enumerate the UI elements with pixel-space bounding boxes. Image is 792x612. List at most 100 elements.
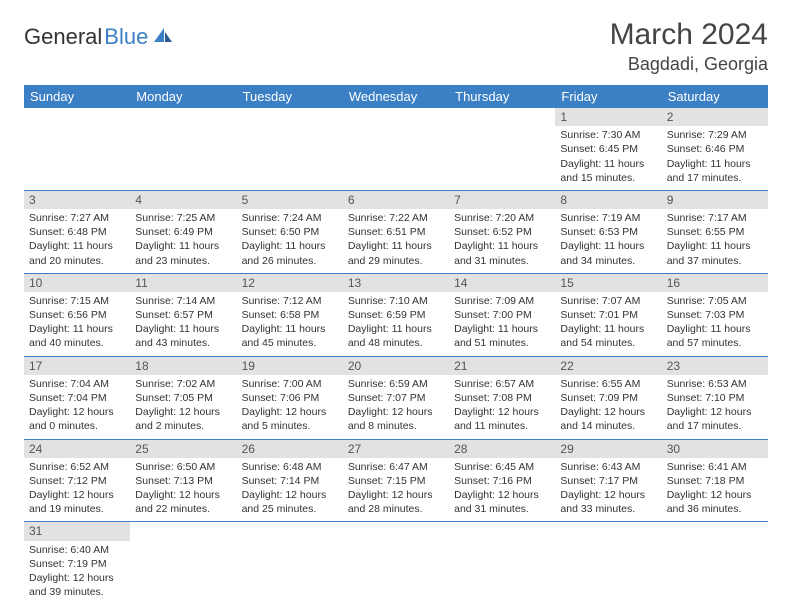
calendar-day: 15Sunrise: 7:07 AMSunset: 7:01 PMDayligh… <box>555 273 661 356</box>
calendar-week: 1Sunrise: 7:30 AMSunset: 6:45 PMDaylight… <box>24 108 768 190</box>
sunrise-line: Sunrise: 6:50 AM <box>135 460 231 474</box>
day-number: 11 <box>130 274 236 292</box>
day-number: 5 <box>237 191 343 209</box>
sunrise-line: Sunrise: 7:30 AM <box>560 128 656 142</box>
calendar-day: 27Sunrise: 6:47 AMSunset: 7:15 PMDayligh… <box>343 439 449 522</box>
sunset-line: Sunset: 6:58 PM <box>242 308 338 322</box>
day-number: 24 <box>24 440 130 458</box>
sunset-line: Sunset: 7:15 PM <box>348 474 444 488</box>
daylight-line: Daylight: 12 hours and 36 minutes. <box>667 488 763 516</box>
daylight-line: Daylight: 12 hours and 14 minutes. <box>560 405 656 433</box>
sunset-line: Sunset: 7:09 PM <box>560 391 656 405</box>
daylight-line: Daylight: 12 hours and 39 minutes. <box>29 571 125 599</box>
calendar-day-empty <box>555 522 661 604</box>
day-number: 2 <box>662 108 768 126</box>
calendar-week: 10Sunrise: 7:15 AMSunset: 6:56 PMDayligh… <box>24 273 768 356</box>
calendar-day: 22 Sunrise: 6:55 AMSunset: 7:09 PMDayligh… <box>555 356 661 439</box>
daylight-line: Daylight: 11 hours and 43 minutes. <box>135 322 231 350</box>
daylight-line: Daylight: 12 hours and 28 minutes. <box>348 488 444 516</box>
calendar-week: 24Sunrise: 6:52 AMSunset: 7:12 PMDayligh… <box>24 439 768 522</box>
sunset-line: Sunset: 6:59 PM <box>348 308 444 322</box>
day-number: 29 <box>555 440 661 458</box>
daylight-line: Daylight: 11 hours and 34 minutes. <box>560 239 656 267</box>
header: GeneralBlue March 2024 Bagdadi, Georgia <box>24 18 768 75</box>
day-number: 28 <box>449 440 555 458</box>
calendar-day: 26Sunrise: 6:48 AMSunset: 7:14 PMDayligh… <box>237 439 343 522</box>
calendar-day-empty <box>130 522 236 604</box>
sunrise-line: Sunrise: 6:45 AM <box>454 460 550 474</box>
daylight-line: Daylight: 11 hours and 23 minutes. <box>135 239 231 267</box>
daylight-line: Daylight: 12 hours and 22 minutes. <box>135 488 231 516</box>
calendar-day-empty <box>130 108 236 190</box>
calendar-day-empty <box>449 108 555 190</box>
sunset-line: Sunset: 7:00 PM <box>454 308 550 322</box>
daylight-line: Daylight: 11 hours and 54 minutes. <box>560 322 656 350</box>
sunrise-line: Sunrise: 7:22 AM <box>348 211 444 225</box>
weekday-header: Friday <box>555 85 661 108</box>
day-number: 16 <box>662 274 768 292</box>
daylight-line: Daylight: 12 hours and 0 minutes. <box>29 405 125 433</box>
daylight-line: Daylight: 11 hours and 17 minutes. <box>667 157 763 185</box>
calendar-day: 19Sunrise: 7:00 AMSunset: 7:06 PMDayligh… <box>237 356 343 439</box>
sunrise-line: Sunrise: 7:15 AM <box>29 294 125 308</box>
calendar-week: 17Sunrise: 7:04 AMSunset: 7:04 PMDayligh… <box>24 356 768 439</box>
weekday-header: Saturday <box>662 85 768 108</box>
sunset-line: Sunset: 7:04 PM <box>29 391 125 405</box>
calendar-day: 25Sunrise: 6:50 AMSunset: 7:13 PMDayligh… <box>130 439 236 522</box>
calendar-day: 30 Sunrise: 6:41 AMSunset: 7:18 PMDayligh… <box>662 439 768 522</box>
calendar-day: 11Sunrise: 7:14 AMSunset: 6:57 PMDayligh… <box>130 273 236 356</box>
sail-icon <box>152 26 174 44</box>
sunset-line: Sunset: 7:17 PM <box>560 474 656 488</box>
calendar-day: 31Sunrise: 6:40 AMSunset: 7:19 PMDayligh… <box>24 522 130 604</box>
day-number: 23 <box>662 357 768 375</box>
daylight-line: Daylight: 11 hours and 26 minutes. <box>242 239 338 267</box>
sunset-line: Sunset: 7:08 PM <box>454 391 550 405</box>
calendar-day: 9Sunrise: 7:17 AMSunset: 6:55 PMDaylight… <box>662 190 768 273</box>
day-number: 21 <box>449 357 555 375</box>
logo-text-a: General <box>24 24 102 50</box>
weekday-header: Tuesday <box>237 85 343 108</box>
day-number: 22 <box>555 357 661 375</box>
day-number: 18 <box>130 357 236 375</box>
calendar-day: 13Sunrise: 7:10 AMSunset: 6:59 PMDayligh… <box>343 273 449 356</box>
sunset-line: Sunset: 7:01 PM <box>560 308 656 322</box>
calendar-day-empty <box>662 522 768 604</box>
sunrise-line: Sunrise: 6:41 AM <box>667 460 763 474</box>
calendar-day: 3Sunrise: 7:27 AMSunset: 6:48 PMDaylight… <box>24 190 130 273</box>
calendar-day: 23Sunrise: 6:53 AMSunset: 7:10 PMDayligh… <box>662 356 768 439</box>
sunrise-line: Sunrise: 7:14 AM <box>135 294 231 308</box>
daylight-line: Daylight: 11 hours and 15 minutes. <box>560 157 656 185</box>
daylight-line: Daylight: 11 hours and 45 minutes. <box>242 322 338 350</box>
sunset-line: Sunset: 6:48 PM <box>29 225 125 239</box>
calendar-day: 16Sunrise: 7:05 AMSunset: 7:03 PMDayligh… <box>662 273 768 356</box>
calendar-day-empty <box>24 108 130 190</box>
calendar-day: 29Sunrise: 6:43 AMSunset: 7:17 PMDayligh… <box>555 439 661 522</box>
sunrise-line: Sunrise: 7:09 AM <box>454 294 550 308</box>
daylight-line: Daylight: 11 hours and 31 minutes. <box>454 239 550 267</box>
calendar-day: 21Sunrise: 6:57 AMSunset: 7:08 PMDayligh… <box>449 356 555 439</box>
calendar-day: 10Sunrise: 7:15 AMSunset: 6:56 PMDayligh… <box>24 273 130 356</box>
sunset-line: Sunset: 7:10 PM <box>667 391 763 405</box>
sunrise-line: Sunrise: 6:57 AM <box>454 377 550 391</box>
sunset-line: Sunset: 7:14 PM <box>242 474 338 488</box>
calendar-day-empty <box>237 108 343 190</box>
daylight-line: Daylight: 11 hours and 51 minutes. <box>454 322 550 350</box>
sunrise-line: Sunrise: 6:52 AM <box>29 460 125 474</box>
sunset-line: Sunset: 6:56 PM <box>29 308 125 322</box>
day-number: 7 <box>449 191 555 209</box>
sunset-line: Sunset: 6:53 PM <box>560 225 656 239</box>
sunset-line: Sunset: 6:46 PM <box>667 142 763 156</box>
sunrise-line: Sunrise: 7:12 AM <box>242 294 338 308</box>
sunset-line: Sunset: 7:18 PM <box>667 474 763 488</box>
day-number: 30 <box>662 440 768 458</box>
sunrise-line: Sunrise: 7:27 AM <box>29 211 125 225</box>
weekday-header: Thursday <box>449 85 555 108</box>
day-number: 15 <box>555 274 661 292</box>
daylight-line: Daylight: 12 hours and 19 minutes. <box>29 488 125 516</box>
calendar-day: 18Sunrise: 7:02 AMSunset: 7:05 PMDayligh… <box>130 356 236 439</box>
daylight-line: Daylight: 12 hours and 25 minutes. <box>242 488 338 516</box>
sunrise-line: Sunrise: 7:25 AM <box>135 211 231 225</box>
calendar-body: 1Sunrise: 7:30 AMSunset: 6:45 PMDaylight… <box>24 108 768 604</box>
sunrise-line: Sunrise: 6:55 AM <box>560 377 656 391</box>
calendar-day: 24Sunrise: 6:52 AMSunset: 7:12 PMDayligh… <box>24 439 130 522</box>
